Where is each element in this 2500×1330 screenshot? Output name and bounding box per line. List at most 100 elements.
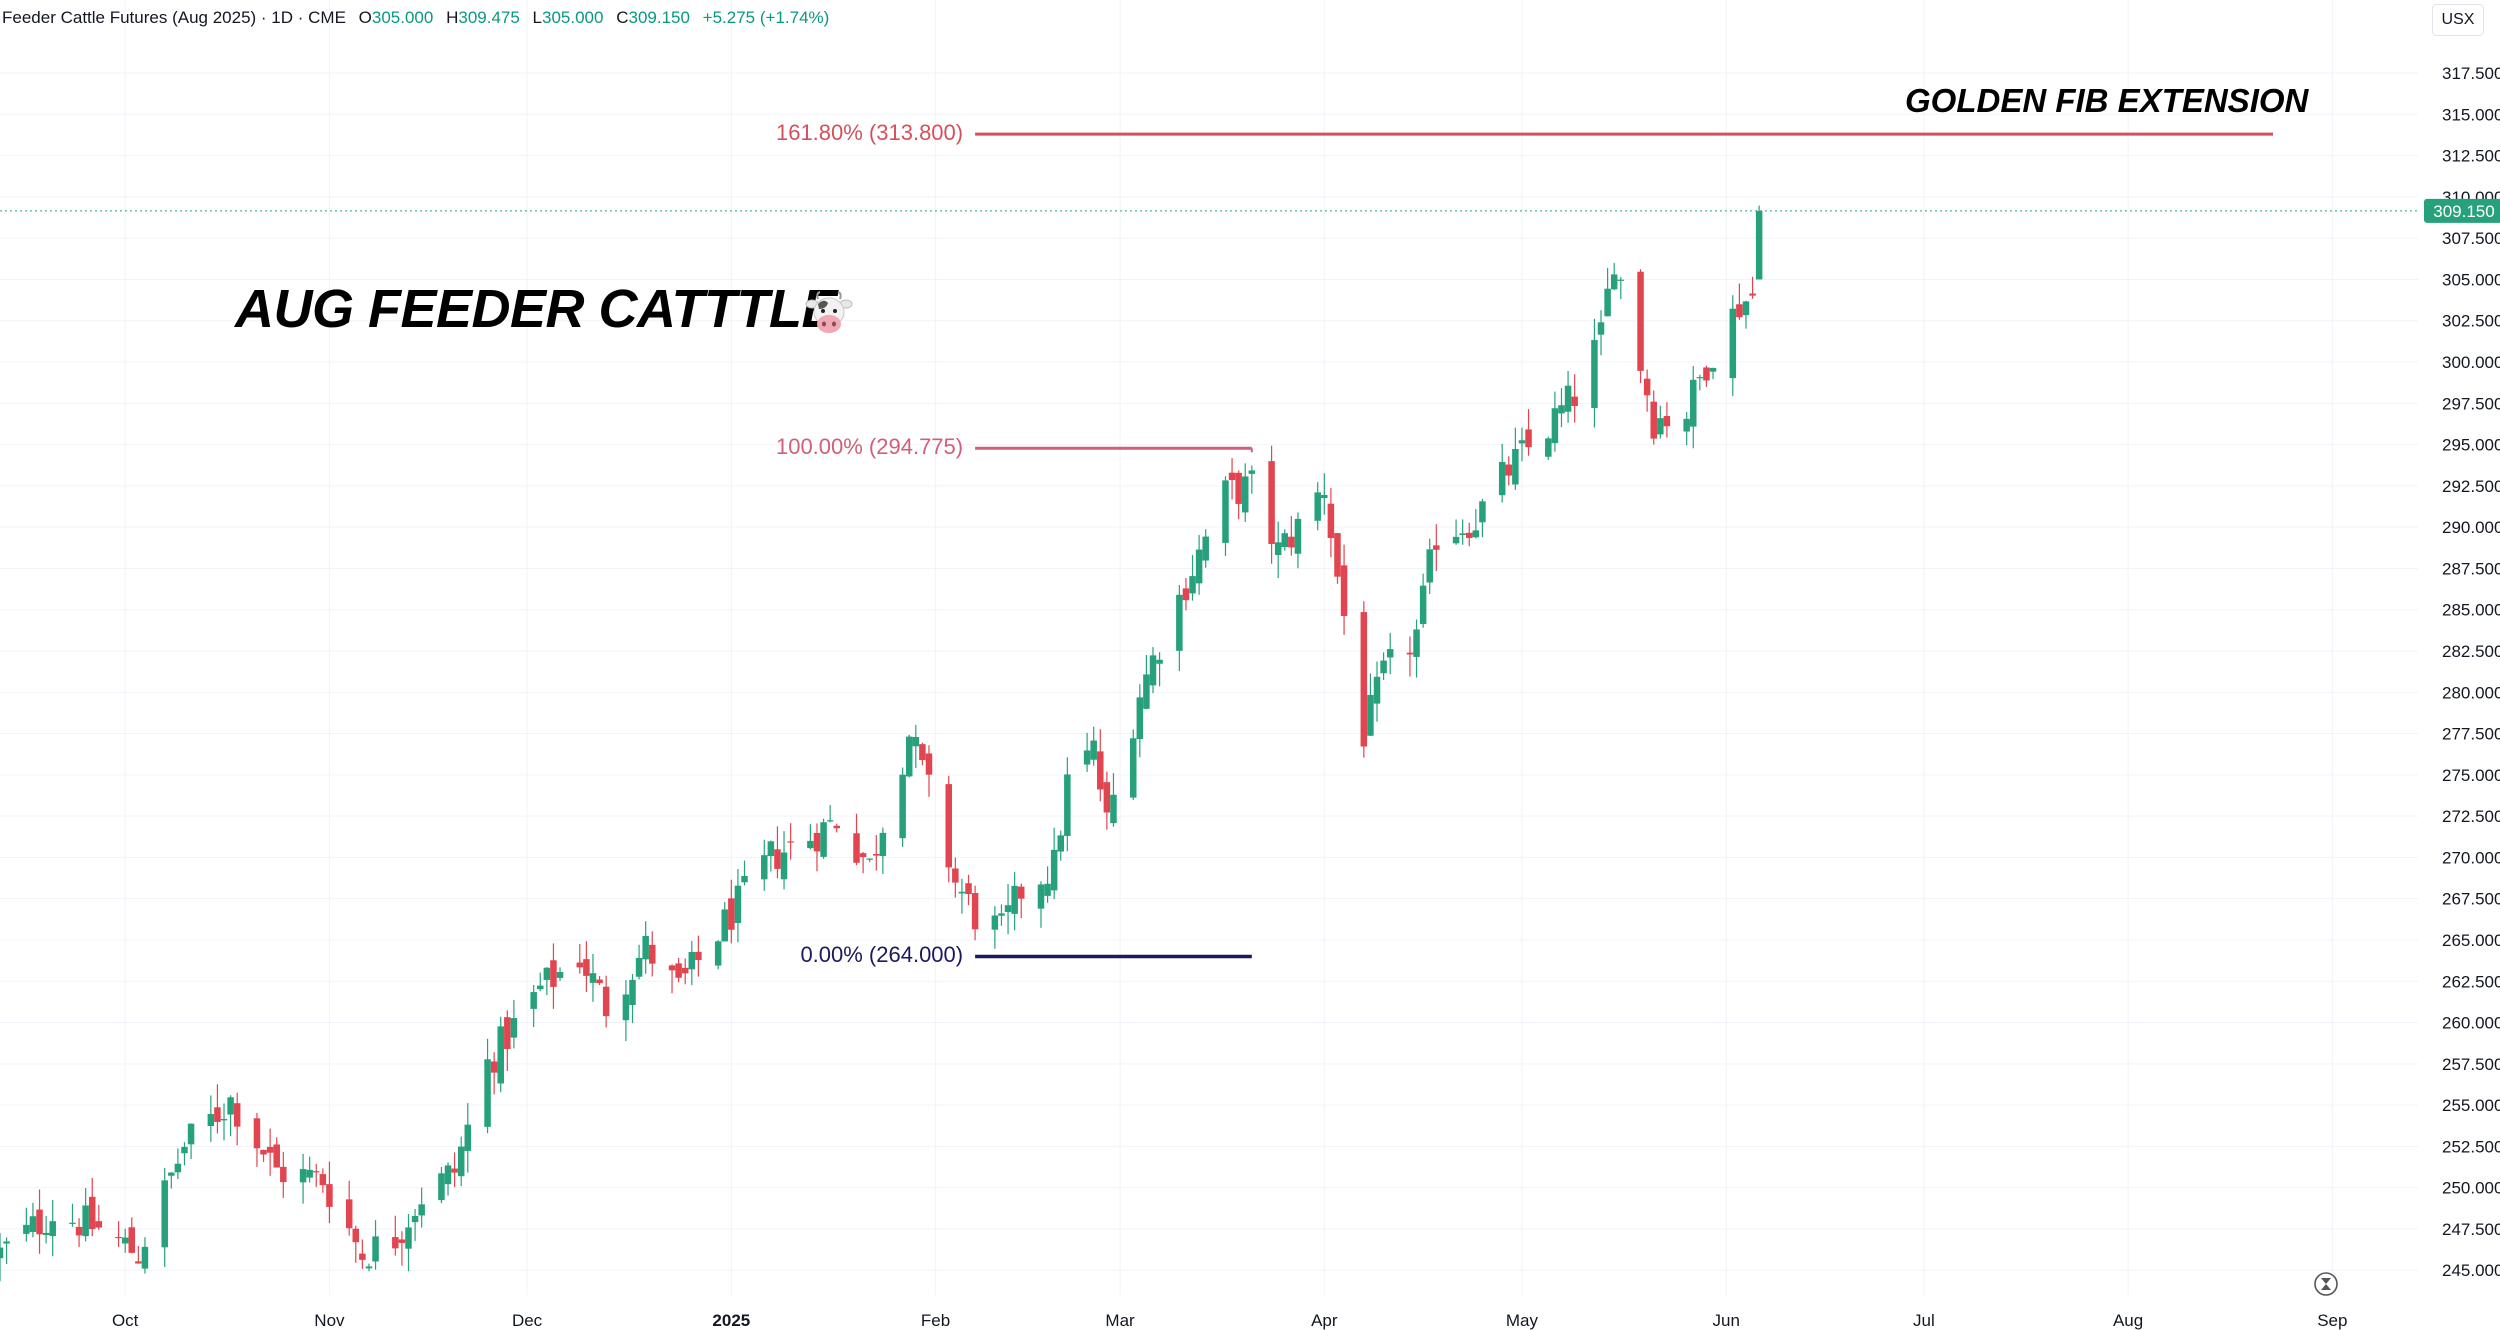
candle-body[interactable]: [1182, 588, 1190, 601]
candle-body[interactable]: [1360, 612, 1368, 747]
candle-body[interactable]: [919, 744, 926, 761]
candle-body[interactable]: [1149, 655, 1157, 686]
candle-body[interactable]: [543, 967, 551, 980]
candle-body[interactable]: [23, 1224, 30, 1234]
candle-body[interactable]: [418, 1204, 425, 1216]
candle-body[interactable]: [945, 784, 953, 868]
candle-body[interactable]: [1465, 532, 1473, 538]
candle-body[interactable]: [1380, 660, 1387, 674]
candle-body[interactable]: [1696, 377, 1704, 379]
replay-clock-icon[interactable]: [2313, 1271, 2339, 1297]
candle-body[interactable]: [1037, 884, 1045, 909]
candle-body[interactable]: [1683, 418, 1690, 432]
candle-body[interactable]: [1736, 304, 1743, 318]
candle-body[interactable]: [589, 973, 597, 983]
candle-body[interactable]: [49, 1221, 56, 1237]
fib-label-100[interactable]: 100.00% (294.775): [775, 434, 964, 460]
candle-body[interactable]: [1248, 470, 1256, 474]
candle-body[interactable]: [642, 935, 649, 960]
candle-body[interactable]: [965, 883, 972, 895]
candle-body[interactable]: [688, 951, 696, 970]
candle-body[interactable]: [128, 1227, 136, 1253]
candle-body[interactable]: [1650, 401, 1657, 439]
candle-body[interactable]: [1228, 472, 1236, 481]
candle-body[interactable]: [214, 1107, 221, 1122]
candle-body[interactable]: [1558, 405, 1565, 414]
candle-body[interactable]: [767, 841, 775, 857]
candle-body[interactable]: [695, 951, 702, 961]
candle-body[interactable]: [721, 909, 728, 942]
candle-body[interactable]: [306, 1169, 313, 1178]
candle-body[interactable]: [1202, 536, 1209, 561]
candle-body[interactable]: [1419, 585, 1427, 625]
candle-body[interactable]: [899, 774, 906, 839]
candle-body[interactable]: [1386, 649, 1394, 658]
candle-body[interactable]: [1709, 367, 1717, 372]
candle-body[interactable]: [1610, 274, 1618, 290]
candle-body[interactable]: [866, 858, 873, 860]
candle-body[interactable]: [998, 913, 1005, 916]
candle-body[interactable]: [29, 1216, 37, 1232]
candle-body[interactable]: [958, 891, 966, 894]
symbol-description[interactable]: Feeder Cattle Futures (Aug 2025) · 1D · …: [2, 8, 346, 27]
candles[interactable]: [0, 205, 1763, 1282]
candle-body[interactable]: [741, 876, 748, 883]
candle-body[interactable]: [602, 986, 610, 1017]
candle-body[interactable]: [853, 833, 860, 863]
candle-body[interactable]: [550, 960, 557, 987]
candle-body[interactable]: [1657, 418, 1664, 435]
candle-body[interactable]: [1373, 676, 1381, 704]
candle-body[interactable]: [359, 1253, 366, 1260]
candle-body[interactable]: [813, 832, 821, 852]
candle-body[interactable]: [833, 825, 840, 829]
candle-body[interactable]: [174, 1163, 182, 1173]
candle-body[interactable]: [280, 1166, 287, 1183]
candle-body[interactable]: [1518, 440, 1526, 444]
candle-body[interactable]: [1327, 503, 1335, 539]
candle-body[interactable]: [1064, 774, 1071, 836]
candle-body[interactable]: [1742, 301, 1750, 316]
candle-body[interactable]: [444, 1165, 452, 1185]
candle-body[interactable]: [1498, 461, 1506, 496]
candle-body[interactable]: [1591, 339, 1598, 408]
candle-body[interactable]: [1755, 210, 1763, 280]
candle-body[interactable]: [1525, 429, 1532, 448]
candle-body[interactable]: [1433, 545, 1440, 550]
candle-body[interactable]: [253, 1118, 261, 1149]
candle-body[interactable]: [1703, 367, 1710, 381]
candle-body[interactable]: [1459, 533, 1466, 535]
candle-body[interactable]: [319, 1174, 327, 1186]
candle-body[interactable]: [1426, 549, 1433, 583]
candle-body[interactable]: [1314, 492, 1321, 521]
candle-body[interactable]: [1512, 448, 1519, 485]
candle-body[interactable]: [1176, 594, 1183, 651]
candle-body[interactable]: [457, 1146, 465, 1177]
candle-body[interactable]: [1097, 751, 1104, 790]
candle-body[interactable]: [1452, 536, 1460, 544]
candle-body[interactable]: [1235, 472, 1242, 504]
candle-body[interactable]: [629, 979, 636, 1006]
candle-body[interactable]: [925, 753, 933, 775]
candle-body[interactable]: [299, 1169, 307, 1183]
candle-body[interactable]: [1749, 293, 1756, 296]
candle-body[interactable]: [0, 1247, 4, 1259]
candle-body[interactable]: [1334, 533, 1341, 577]
candle-body[interactable]: [464, 1124, 472, 1151]
candle-body[interactable]: [141, 1246, 149, 1269]
candle-body[interactable]: [1367, 694, 1374, 736]
candle-body[interactable]: [115, 1236, 122, 1239]
candle-body[interactable]: [372, 1236, 379, 1262]
candle-body[interactable]: [504, 1017, 511, 1049]
fib-extension-annotation[interactable]: GOLDEN FIB EXTENSION: [1905, 82, 2309, 119]
candle-body[interactable]: [451, 1168, 458, 1173]
candle-body[interactable]: [1281, 533, 1289, 548]
candle-body[interactable]: [42, 1232, 50, 1235]
candle-body[interactable]: [220, 1119, 228, 1121]
candle-body[interactable]: [787, 841, 794, 843]
last-price-badge[interactable]: [2424, 198, 2500, 223]
candle-body[interactable]: [168, 1172, 175, 1176]
candle-body[interactable]: [1195, 549, 1203, 584]
candle-body[interactable]: [859, 853, 867, 858]
candle-body[interactable]: [392, 1237, 399, 1249]
candle-body[interactable]: [161, 1180, 168, 1248]
